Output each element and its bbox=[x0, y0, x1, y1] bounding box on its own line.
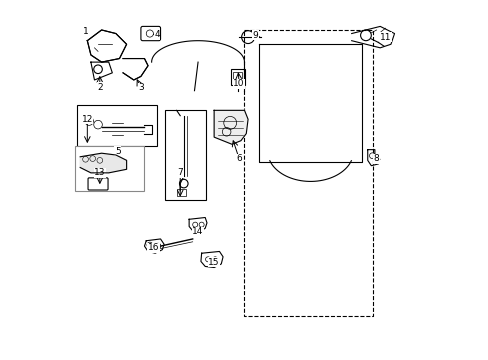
FancyBboxPatch shape bbox=[77, 105, 157, 146]
Polygon shape bbox=[201, 251, 223, 267]
FancyBboxPatch shape bbox=[176, 189, 185, 196]
Polygon shape bbox=[189, 217, 206, 232]
FancyBboxPatch shape bbox=[233, 72, 242, 83]
FancyBboxPatch shape bbox=[165, 111, 206, 200]
Text: 3: 3 bbox=[138, 83, 143, 92]
FancyBboxPatch shape bbox=[88, 178, 108, 190]
FancyBboxPatch shape bbox=[75, 146, 144, 191]
Text: 12: 12 bbox=[81, 115, 93, 124]
Text: 15: 15 bbox=[208, 258, 220, 267]
Polygon shape bbox=[87, 30, 126, 62]
Polygon shape bbox=[144, 239, 164, 253]
Text: 14: 14 bbox=[192, 227, 203, 236]
Text: 7: 7 bbox=[177, 168, 183, 177]
Text: 16: 16 bbox=[147, 243, 159, 252]
Text: 2: 2 bbox=[97, 83, 102, 92]
FancyBboxPatch shape bbox=[230, 69, 244, 85]
Text: 9: 9 bbox=[252, 31, 258, 40]
Text: 6: 6 bbox=[236, 154, 242, 163]
Polygon shape bbox=[214, 111, 247, 144]
Text: 13: 13 bbox=[94, 168, 105, 177]
Polygon shape bbox=[367, 150, 378, 166]
FancyBboxPatch shape bbox=[141, 26, 160, 41]
Polygon shape bbox=[80, 153, 126, 173]
Text: 10: 10 bbox=[233, 79, 244, 88]
Text: 1: 1 bbox=[82, 27, 88, 36]
Text: 4: 4 bbox=[154, 31, 160, 40]
Text: 11: 11 bbox=[379, 33, 390, 42]
Polygon shape bbox=[123, 59, 148, 80]
Text: 5: 5 bbox=[115, 147, 121, 156]
Text: 8: 8 bbox=[373, 154, 379, 163]
